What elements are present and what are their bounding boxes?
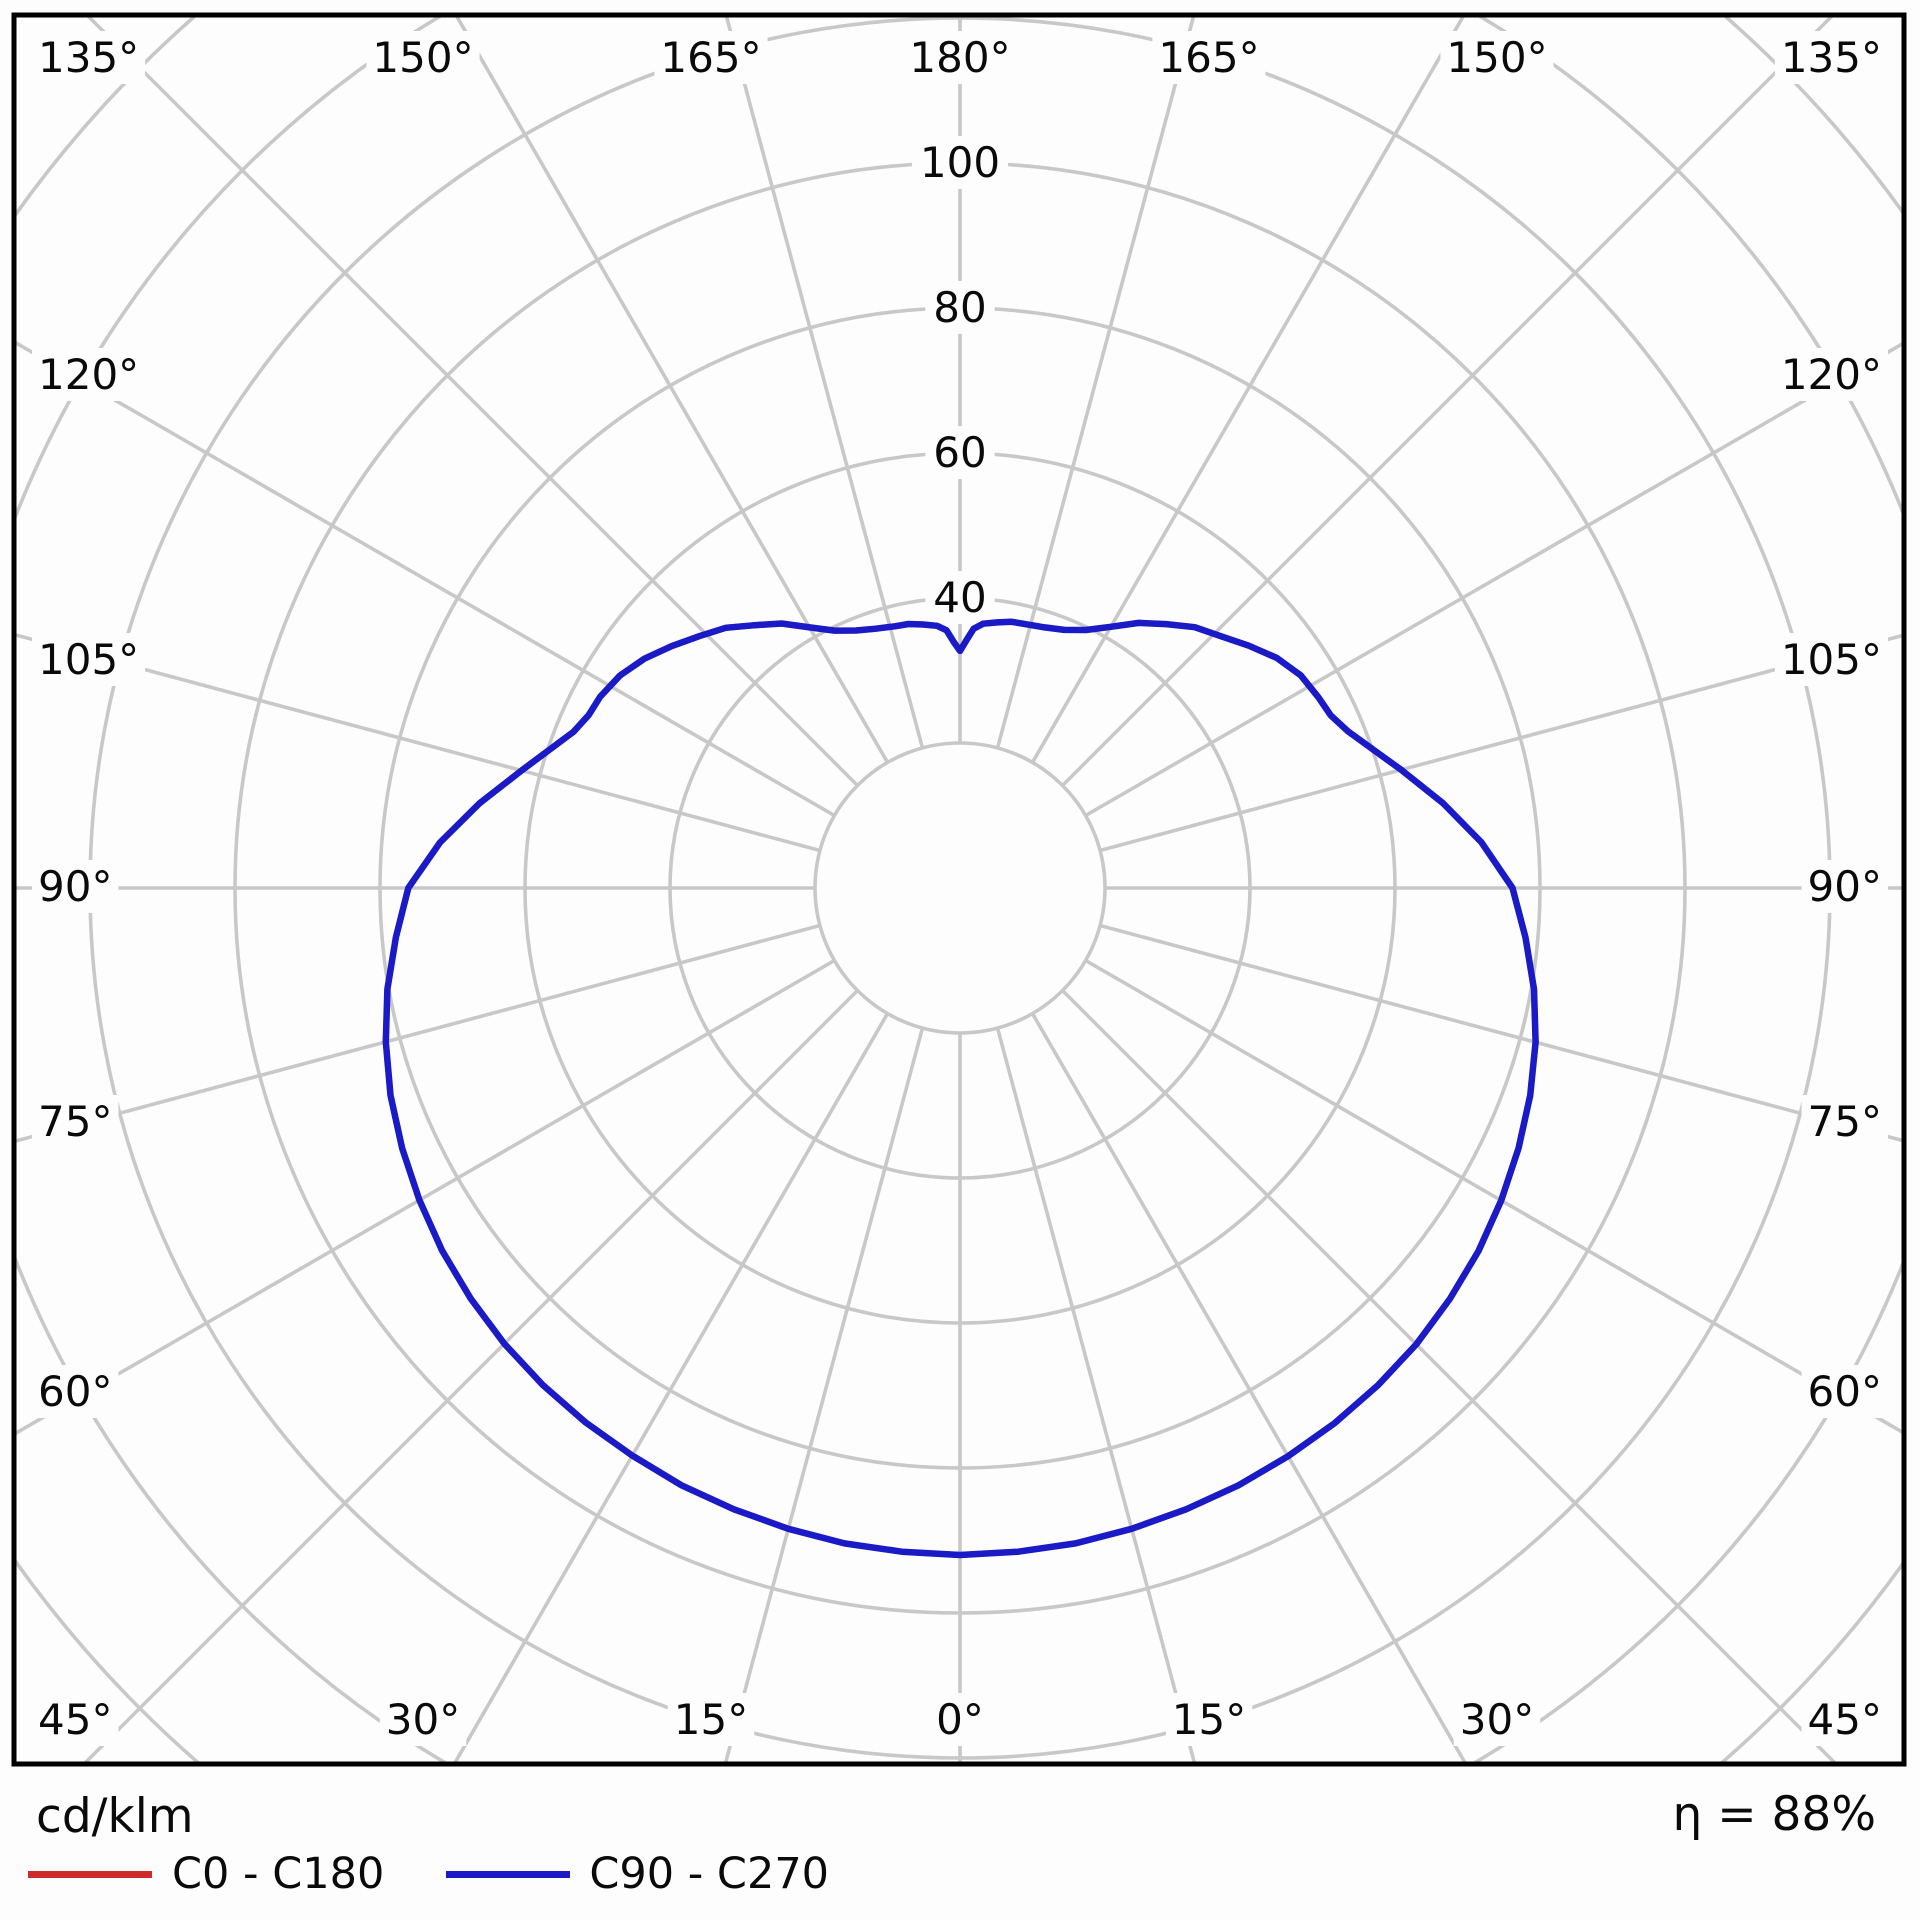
grid-spoke-330 <box>453 1012 890 1762</box>
angle-label-mask <box>32 1693 119 1746</box>
plot-frame <box>11 12 1907 1767</box>
angle-label-mask <box>1165 1693 1253 1746</box>
angle-label-mask <box>1774 348 1888 401</box>
angle-label-150: 150° <box>372 33 473 82</box>
angle-label-45: 45° <box>1808 1695 1882 1744</box>
angle-label-90: 90° <box>1808 862 1882 911</box>
legend-line-c90-c270 <box>446 1870 571 1878</box>
grid-spoke-240 <box>16 340 836 818</box>
angle-label-mask <box>32 1095 119 1148</box>
angle-label-120: 120° <box>38 350 139 399</box>
grid-spoke-105 <box>1099 633 1902 853</box>
angle-label-mask <box>1801 860 1888 913</box>
angle-label-mask <box>667 1693 755 1746</box>
grid-spoke-165 <box>995 17 1196 749</box>
grid-ring-20 <box>813 741 1107 1035</box>
angle-label-75: 75° <box>38 1097 112 1146</box>
angle-label-45: 45° <box>38 1695 112 1744</box>
grid-spoke-345 <box>723 1027 925 1762</box>
angle-label-mask <box>903 31 1017 84</box>
angle-label-90: 90° <box>38 862 112 911</box>
angle-label-60: 60° <box>38 1367 112 1416</box>
angle-label-mask <box>32 633 146 686</box>
radial-tick-label-mask <box>925 281 995 334</box>
legend-label-c90-c270: C90 - C270 <box>589 1849 830 1899</box>
legend-line-c0-c180 <box>28 1870 152 1878</box>
grid-spoke-285 <box>16 923 821 1143</box>
angle-label-60: 60° <box>1808 1367 1882 1416</box>
units-label: cd/klm <box>36 1789 194 1844</box>
angle-label-15: 15° <box>674 1695 748 1744</box>
angle-label-mask <box>32 860 119 913</box>
angle-label-180: 180° <box>909 33 1010 82</box>
angle-label-mask <box>32 31 146 84</box>
radial-tick-label-mask <box>911 136 1009 189</box>
grid-spoke-150 <box>1030 17 1465 764</box>
legend-label-c0-c180: C0 - C180 <box>172 1849 385 1899</box>
angle-label-30: 30° <box>1460 1695 1534 1744</box>
grid-spoke-30 <box>1030 1012 1467 1762</box>
radial-tick-label-80: 80 <box>933 283 986 332</box>
radial-tick-label-mask <box>925 571 995 624</box>
angle-label-mask <box>1152 31 1266 84</box>
angle-label-mask <box>1801 1095 1888 1148</box>
angle-label-mask <box>1801 1365 1888 1418</box>
angle-label-0: 0° <box>936 1695 984 1744</box>
angle-label-mask <box>1774 633 1888 686</box>
angle-label-75: 75° <box>1808 1097 1882 1146</box>
angle-label-mask <box>32 348 146 401</box>
angle-label-135: 135° <box>38 33 139 82</box>
angle-label-135: 135° <box>1781 33 1882 82</box>
efficiency-label: η = 88% <box>1672 1787 1876 1842</box>
angle-label-105: 105° <box>38 635 139 684</box>
angle-label-165: 165° <box>660 33 761 82</box>
angle-label-150: 150° <box>1446 33 1547 82</box>
angle-label-mask <box>930 1693 990 1746</box>
grid-spoke-120 <box>1084 342 1902 818</box>
angle-label-mask <box>32 1365 119 1418</box>
angle-label-mask <box>366 31 480 84</box>
grid-spoke-255 <box>16 633 821 853</box>
angle-label-120: 120° <box>1781 350 1882 399</box>
grid-spoke-195 <box>724 17 925 749</box>
angle-label-15: 15° <box>1172 1695 1246 1744</box>
angle-label-mask <box>1801 1693 1888 1746</box>
angle-label-30: 30° <box>386 1695 460 1744</box>
angle-label-mask <box>1453 1693 1541 1746</box>
legend: C0 - C180 C90 - C270 <box>28 1850 829 1898</box>
angle-label-mask <box>379 1693 467 1746</box>
angle-label-105: 105° <box>1781 635 1882 684</box>
radial-tick-label-100: 100 <box>920 138 1000 187</box>
grid-spoke-300 <box>16 958 836 1436</box>
angle-label-165: 165° <box>1158 33 1259 82</box>
radial-tick-label-40: 40 <box>933 573 986 622</box>
angle-label-mask <box>1774 31 1888 84</box>
radial-tick-label-60: 60 <box>933 428 986 477</box>
angle-label-mask <box>1440 31 1554 84</box>
grid-spoke-15 <box>995 1027 1197 1762</box>
grid-spoke-60 <box>1084 958 1902 1434</box>
radial-tick-label-mask <box>925 426 995 479</box>
angle-label-mask <box>654 31 768 84</box>
curve-c90-c270 <box>382 618 1539 1559</box>
grid-spoke-75 <box>1099 923 1902 1143</box>
grid-spoke-210 <box>455 17 890 764</box>
